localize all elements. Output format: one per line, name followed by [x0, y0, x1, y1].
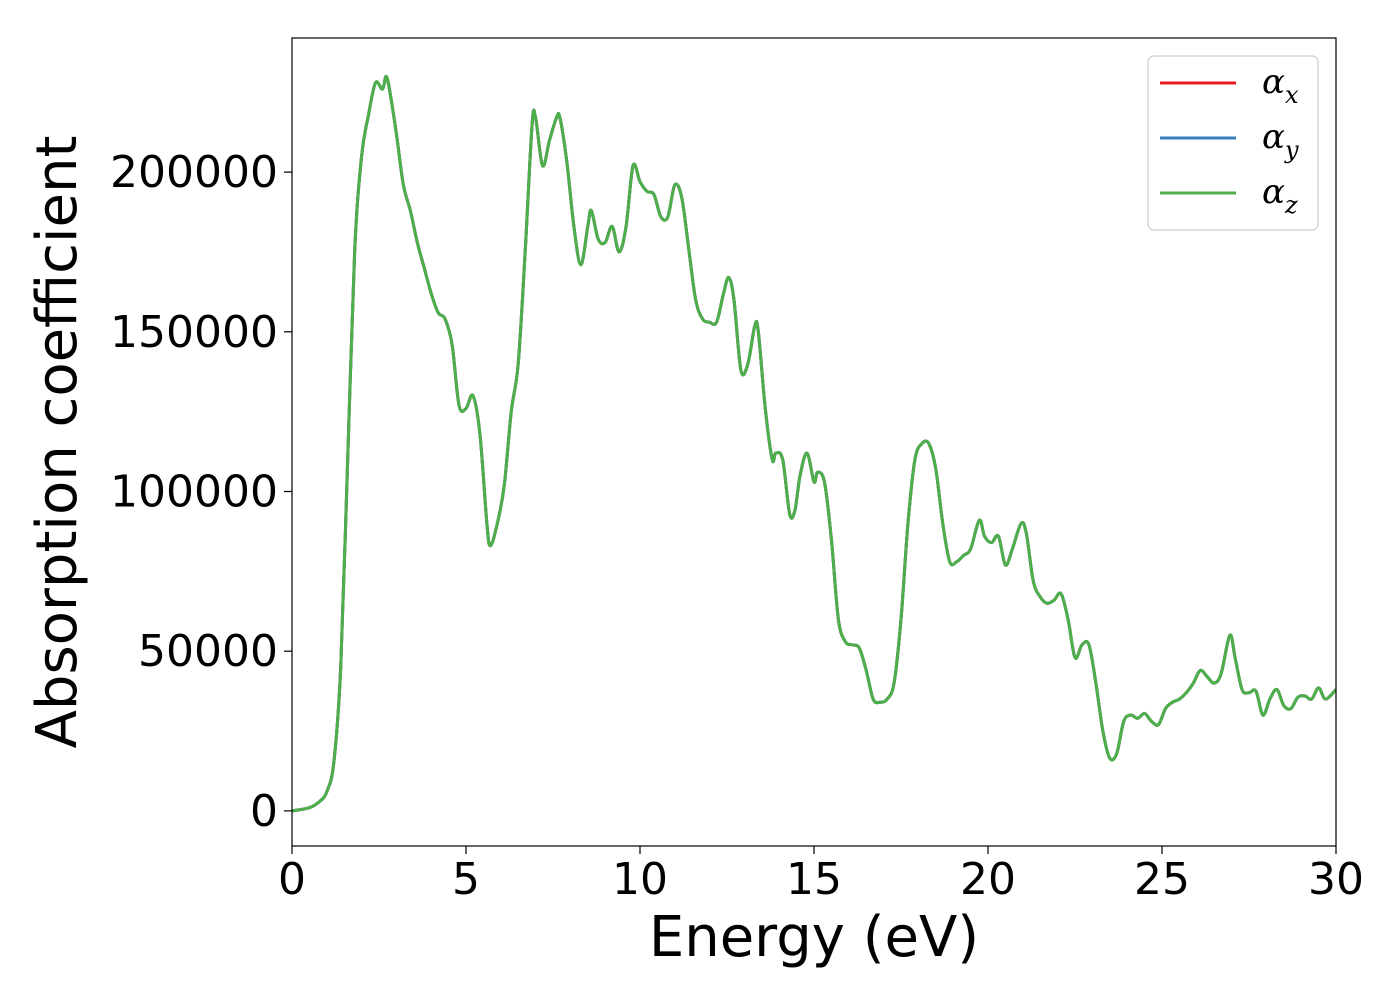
y-axis-label: Absorption coefficient: [25, 136, 90, 749]
x-axis: 0 5 10 15 20 25 30: [278, 846, 1364, 905]
y-tick-label: 0: [250, 786, 278, 837]
x-tick-label: 20: [960, 854, 1016, 905]
y-axis: 0 50000 100000 150000 200000: [110, 147, 292, 837]
legend-label-x: αx: [1262, 62, 1299, 109]
y-tick-label: 150000: [110, 307, 278, 358]
legend-box: [1147, 55, 1319, 231]
x-tick-label: 30: [1308, 854, 1364, 905]
series-line-z: [292, 74, 1336, 813]
y-tick-label: 100000: [110, 467, 278, 518]
x-tick-label: 25: [1134, 854, 1190, 905]
legend-label-y: αy: [1262, 117, 1299, 164]
y-tick-label: 50000: [138, 626, 278, 677]
x-tick-label: 10: [612, 854, 668, 905]
x-tick-label: 0: [278, 854, 306, 905]
x-axis-label: Energy (eV): [649, 905, 979, 970]
y-tick-label: 200000: [110, 147, 278, 198]
series-layer: [292, 74, 1336, 813]
x-tick-label: 5: [452, 854, 480, 905]
x-tick-label: 15: [786, 854, 842, 905]
